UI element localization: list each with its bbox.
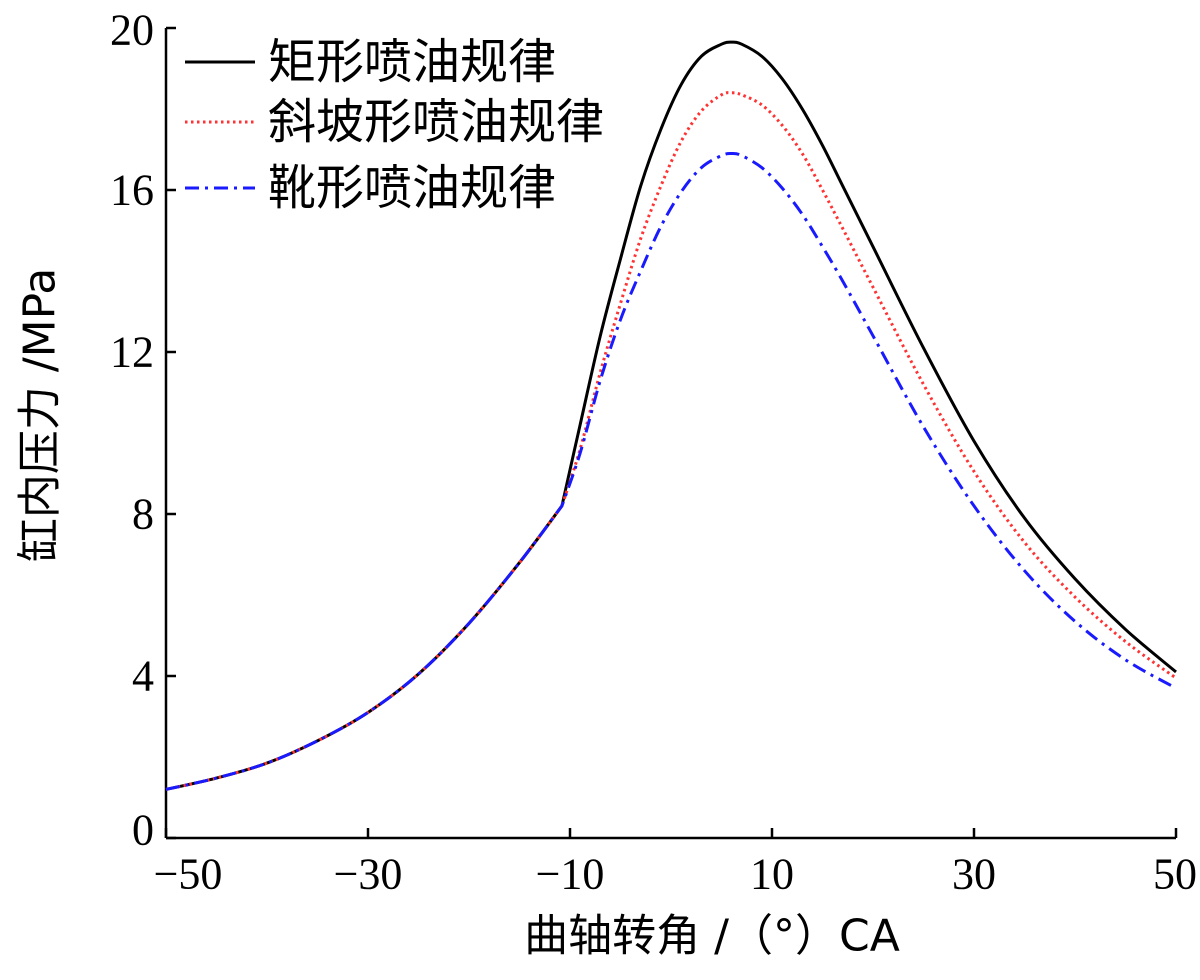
y-tick-label: 8: [132, 490, 154, 539]
series-line-rectangular-injection: [165, 40, 1177, 791]
x-tick-label: −50: [154, 850, 223, 899]
legend-label: 矩形喷油规律: [268, 34, 556, 90]
series-line-boot-injection: [165, 152, 1177, 791]
x-tick-label: −30: [334, 850, 403, 899]
y-tick-label: 0: [132, 806, 154, 855]
legend-label: 靴形喷油规律: [268, 160, 556, 216]
x-tick-label: 30: [952, 850, 996, 899]
x-tick-label: −10: [536, 850, 605, 899]
legend-item: 靴形喷油规律: [185, 160, 556, 216]
legend: 矩形喷油规律 斜坡形喷油规律 靴形喷油规律: [185, 34, 604, 216]
legend-label: 斜坡形喷油规律: [268, 94, 604, 150]
legend-item: 矩形喷油规律: [185, 34, 556, 90]
x-tick-label: 50: [1153, 850, 1197, 899]
x-axis-label: 曲轴转角 /（°）CA: [524, 911, 900, 962]
axes: [164, 28, 1176, 840]
y-tick-label: 20: [110, 6, 154, 55]
x-tick-label: 10: [750, 850, 794, 899]
y-axis-label: 缸内压力 /MPa: [15, 268, 66, 562]
y-tick-label: 16: [110, 166, 154, 215]
y-tick-label: 12: [110, 328, 154, 377]
legend-item: 斜坡形喷油规律: [185, 94, 604, 150]
y-tick-label: 4: [132, 652, 154, 701]
plot-series: [165, 40, 1177, 791]
axis-ticks: −50 −30 −10 10 30 50 0 4 8 12 16 20: [110, 6, 1197, 899]
